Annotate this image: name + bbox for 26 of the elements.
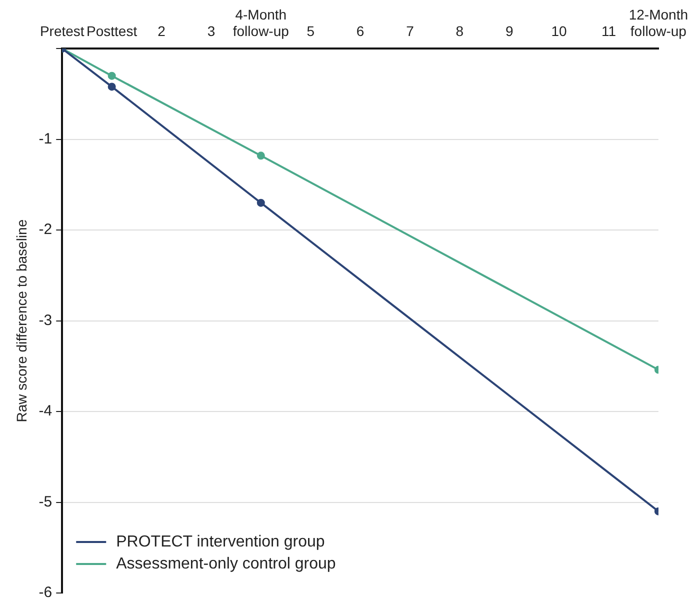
x-tick-label: 12-Month follow-up: [628, 6, 688, 40]
x-tick-label: 6: [356, 23, 364, 40]
x-tick-label: 11: [601, 23, 616, 40]
point: [256, 198, 265, 207]
y-tick-label: -4: [38, 402, 52, 420]
y-tick-label: -1: [38, 130, 52, 148]
y-tick-label: -5: [38, 493, 52, 510]
y-tick-label: -6: [38, 584, 52, 602]
x-tick-label: 4-Month follow-up: [232, 6, 290, 40]
y-tick-label: -3: [38, 312, 52, 329]
x-tick-label: 8: [456, 23, 464, 40]
legend-label: Assessment-only control group: [116, 555, 336, 572]
x-tick-label: 7: [406, 23, 414, 40]
point: [108, 82, 116, 91]
x-tick-label: 5: [306, 23, 315, 40]
x-tick-label: 10: [551, 23, 568, 40]
y-tick-label: -2: [38, 221, 52, 238]
y-axis-title: Raw score difference to baseline: [13, 219, 30, 422]
x-tick-label: 9: [505, 23, 514, 40]
point: [256, 152, 265, 160]
point: [108, 72, 116, 80]
x-tick-label: Posttest: [86, 23, 138, 40]
x-tick-label: 2: [158, 23, 166, 40]
x-tick-label: 3: [207, 23, 216, 40]
x-tick-label: Pretest: [40, 23, 84, 40]
legend-label: PROTECT intervention group: [116, 533, 325, 550]
